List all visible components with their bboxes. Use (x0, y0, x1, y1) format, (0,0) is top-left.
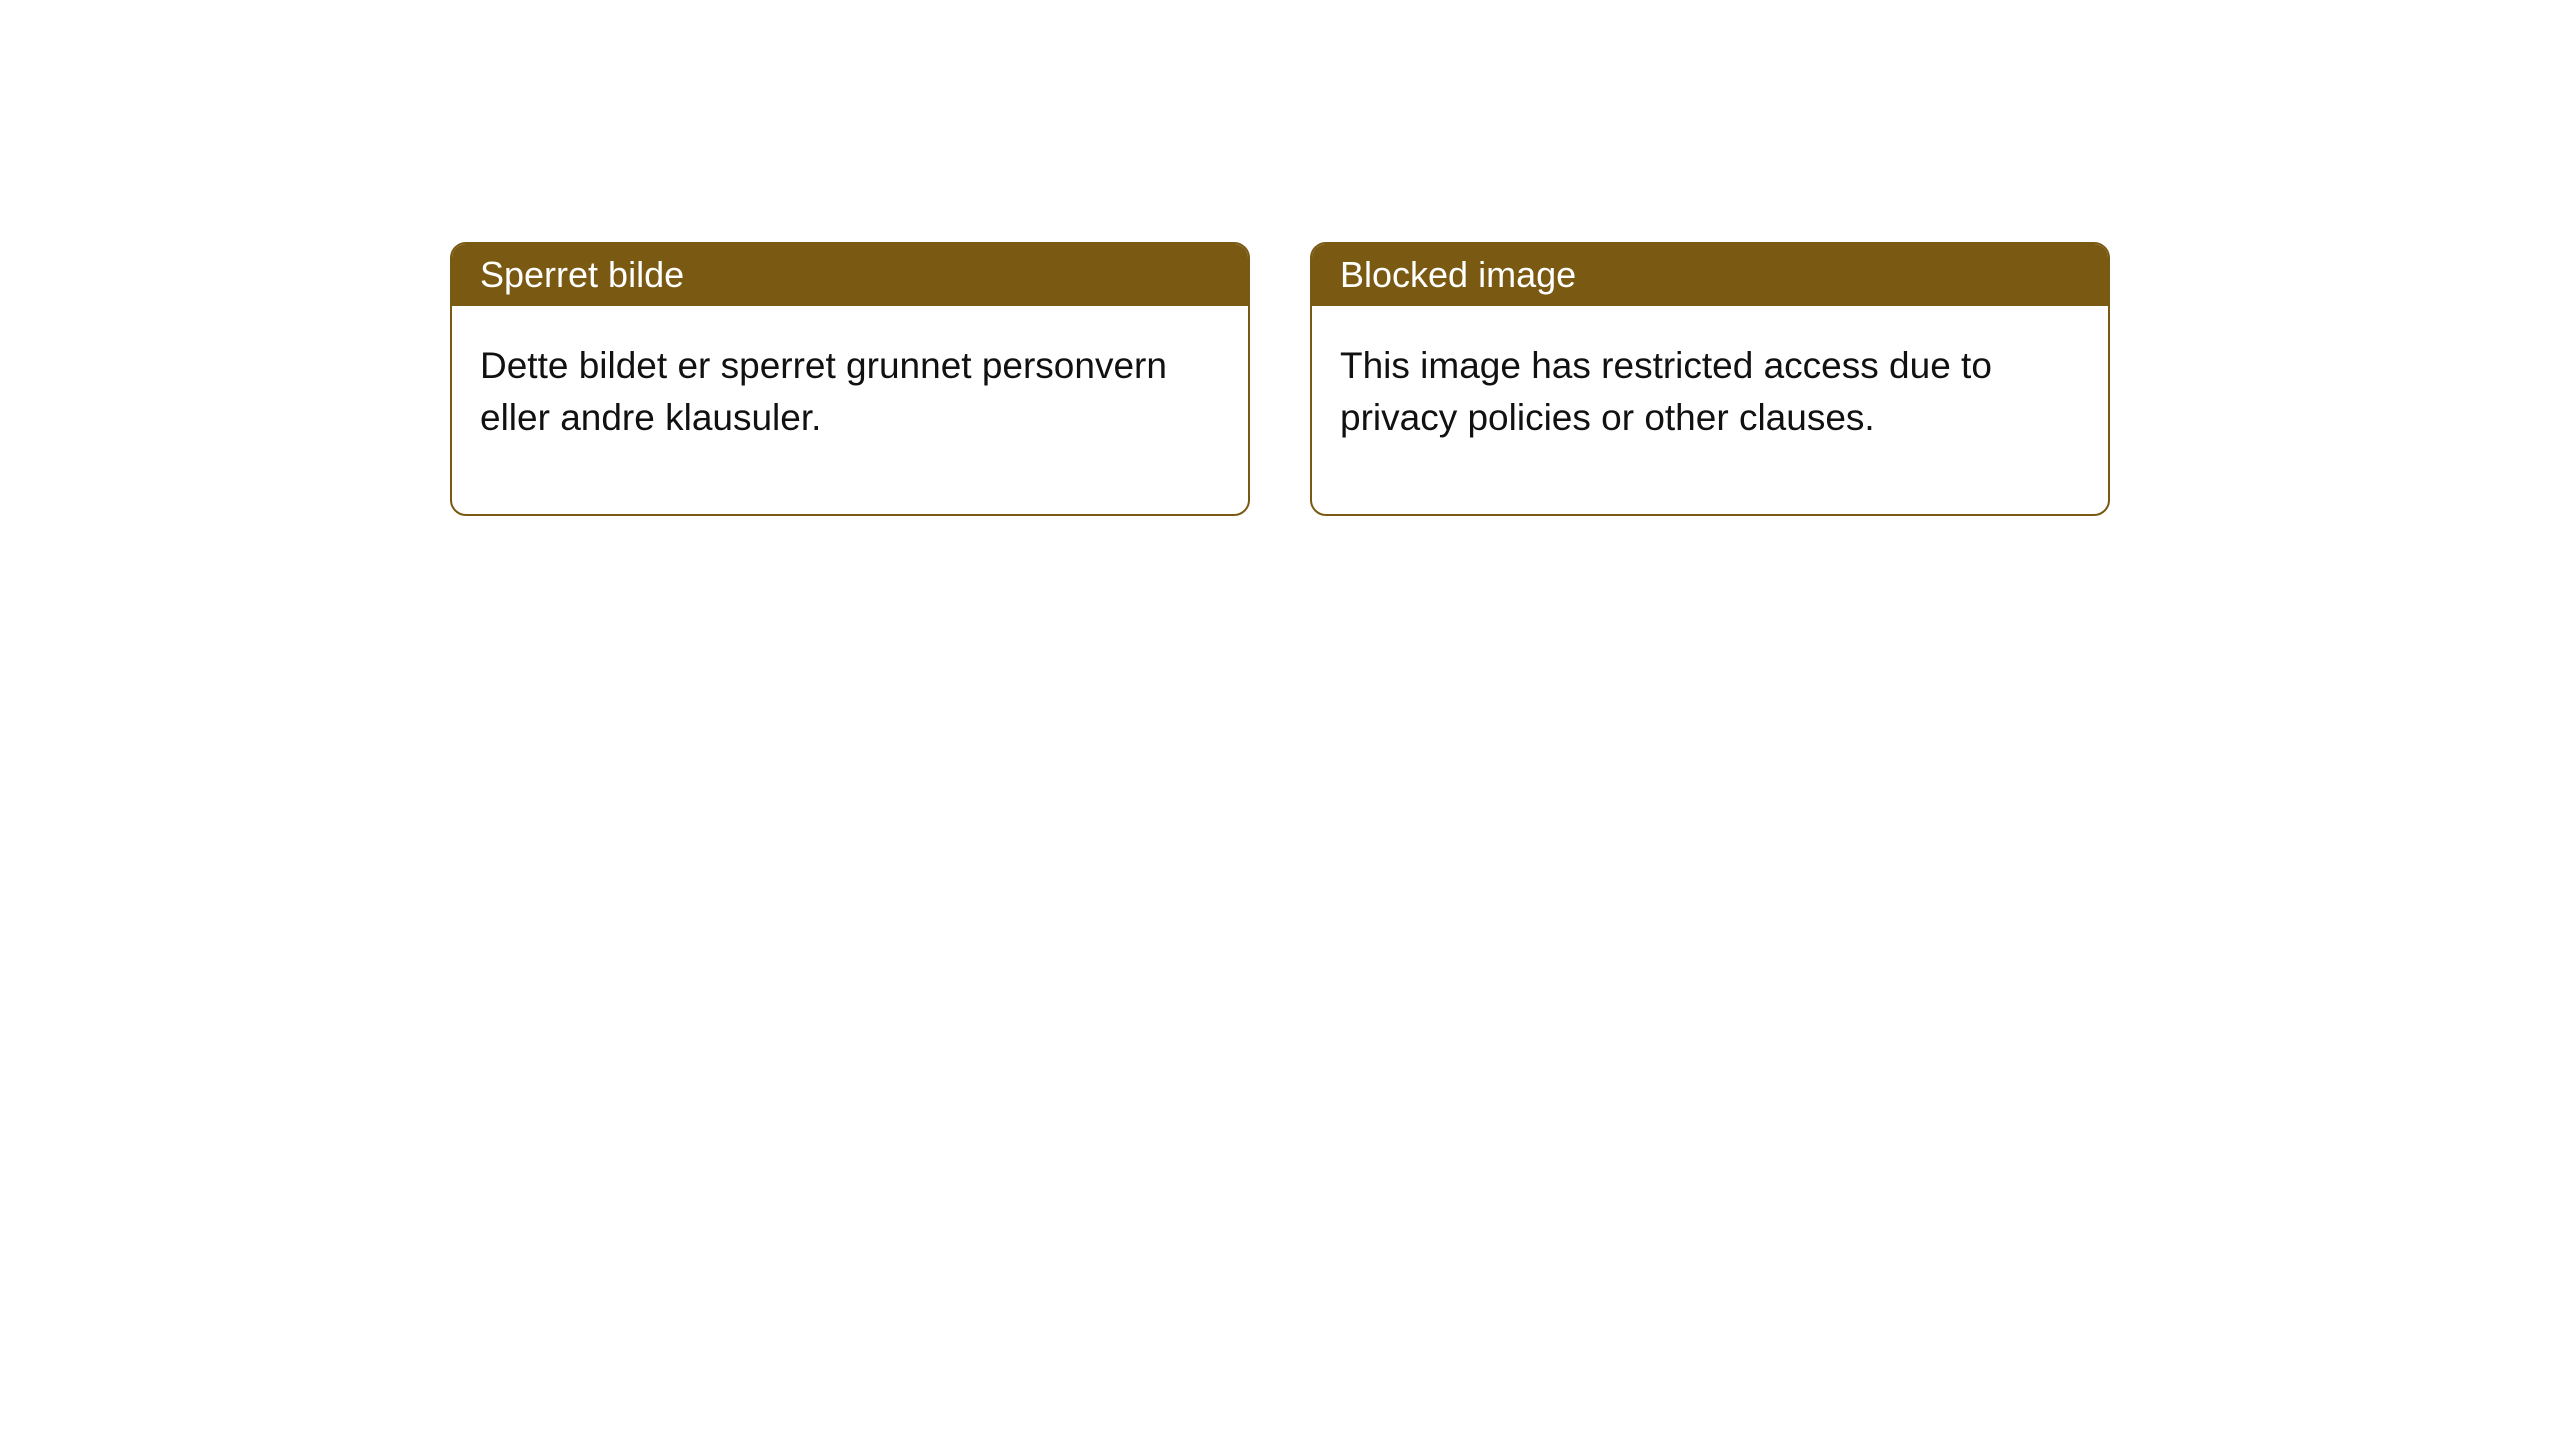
notice-header: Sperret bilde (452, 244, 1248, 306)
notice-container: Sperret bilde Dette bildet er sperret gr… (450, 242, 2110, 516)
notice-body: This image has restricted access due to … (1312, 306, 2108, 514)
notice-title: Blocked image (1340, 254, 1576, 295)
notice-card-english: Blocked image This image has restricted … (1310, 242, 2110, 516)
notice-title: Sperret bilde (480, 254, 684, 295)
notice-message: Dette bildet er sperret grunnet personve… (480, 345, 1167, 438)
notice-card-norwegian: Sperret bilde Dette bildet er sperret gr… (450, 242, 1250, 516)
notice-body: Dette bildet er sperret grunnet personve… (452, 306, 1248, 514)
notice-message: This image has restricted access due to … (1340, 345, 1992, 438)
notice-header: Blocked image (1312, 244, 2108, 306)
